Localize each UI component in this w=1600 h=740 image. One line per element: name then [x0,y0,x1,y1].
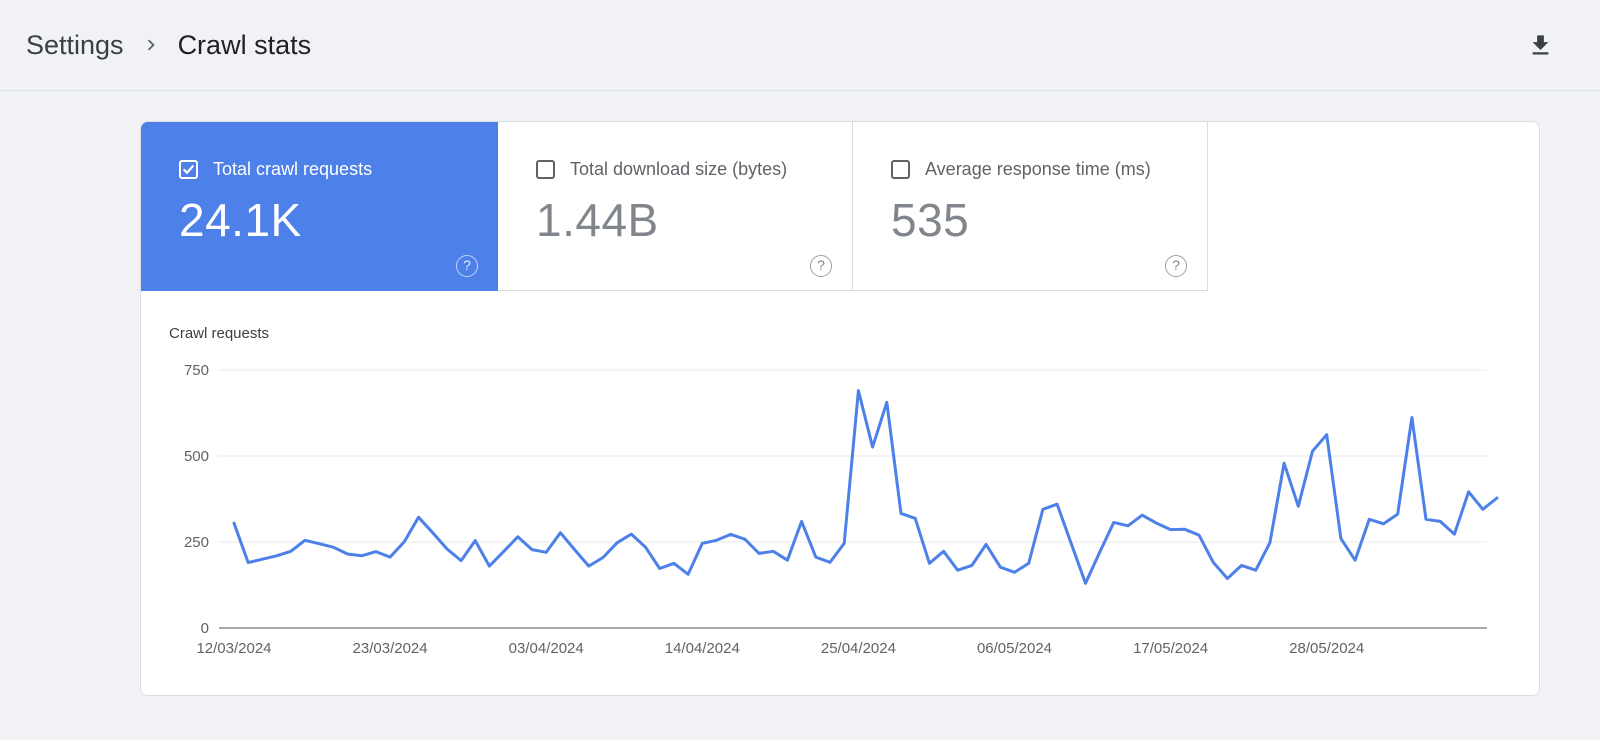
metric-value: 1.44B [536,194,659,246]
metric-card-total-crawl-requests[interactable]: Total crawl requests 24.1K ? [141,122,498,291]
chart-title: Crawl requests [169,325,270,342]
x-axis-tick-label: 17/05/2024 [1133,640,1208,657]
x-axis-tick-label: 28/05/2024 [1289,640,1364,657]
crawl-requests-series-line [232,389,1499,585]
crawl-stats-panel: Total crawl requests 24.1K ? Total downl… [140,121,1540,696]
y-axis-tick-label: 750 [184,362,209,379]
help-icon[interactable]: ? [456,255,478,277]
export-download-button[interactable] [1520,25,1560,65]
metric-value: 535 [891,194,970,246]
x-axis-tick-label: 14/04/2024 [665,640,740,657]
metric-value: 24.1K [179,194,302,246]
crawl-requests-line-chart: 0 250 500 750 12/03/2024 23/03/2024 03/04/2024… [184,362,1499,657]
x-axis-tick-label: 12/03/2024 [196,640,271,657]
x-axis-tick-label: 03/04/2024 [509,640,584,657]
checkbox-unchecked-icon[interactable] [891,160,910,179]
page-header: Settings Crawl stats [0,0,1600,91]
help-icon[interactable]: ? [1165,255,1187,277]
breadcrumb-settings-link[interactable]: Settings [26,29,124,60]
metric-label: Total crawl requests [213,159,373,179]
chevron-right-icon [140,34,162,56]
metric-label: Total download size (bytes) [570,159,788,179]
checkbox-unchecked-icon[interactable] [536,160,555,179]
cards-row-spacer [1208,122,1539,291]
metric-card-average-response-time[interactable]: Average response time (ms) 535 ? [853,122,1208,291]
x-axis-tick-label: 23/03/2024 [353,640,428,657]
metric-cards-row: Total crawl requests 24.1K ? Total downl… [141,122,1539,291]
y-axis-tick-label: 250 [184,534,209,551]
download-icon [1527,32,1554,59]
crawl-requests-chart-section: Crawl requests 0 250 500 750 12/03/2024 23/03… [141,291,1539,695]
help-icon[interactable]: ? [810,255,832,277]
page-title: Crawl stats [177,29,312,60]
x-axis-tick-label: 06/05/2024 [977,640,1052,657]
y-axis-tick-label: 500 [184,448,209,465]
metric-label: Average response time (ms) [925,159,1151,179]
x-axis-tick-label: 25/04/2024 [821,640,896,657]
checkbox-checked-icon[interactable] [179,160,198,179]
metric-card-total-download-size[interactable]: Total download size (bytes) 1.44B ? [498,122,853,291]
y-axis-tick-label: 0 [201,620,209,637]
